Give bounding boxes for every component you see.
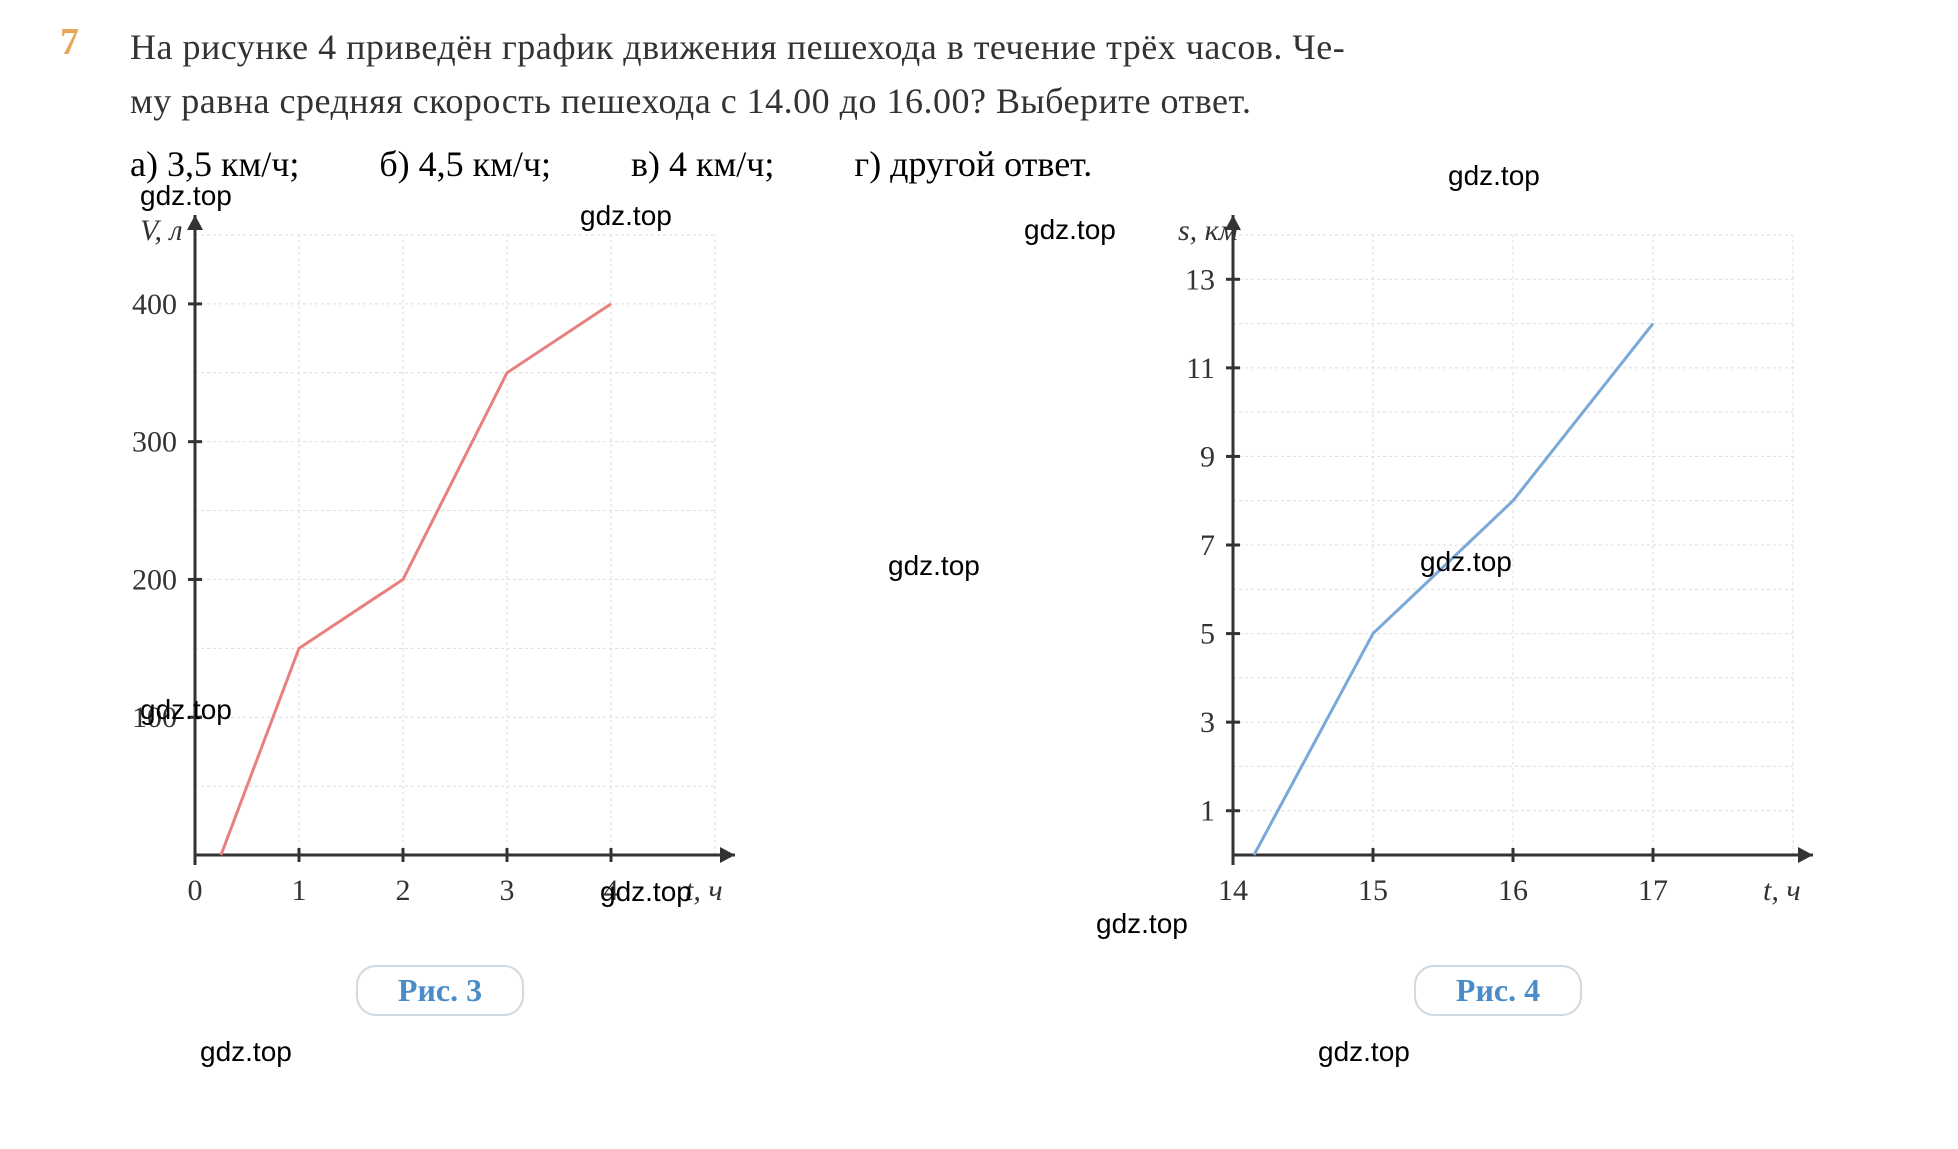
svg-text:3: 3 — [1200, 706, 1215, 739]
svg-text:0: 0 — [188, 874, 203, 907]
svg-text:11: 11 — [1186, 352, 1215, 385]
svg-text:13: 13 — [1185, 263, 1215, 296]
svg-text:14: 14 — [1218, 874, 1248, 907]
svg-text:9: 9 — [1200, 440, 1215, 473]
svg-text:16: 16 — [1498, 874, 1528, 907]
svg-text:100: 100 — [132, 701, 177, 734]
problem-text: На рисунке 4 приведён график движения пе… — [130, 20, 1345, 128]
svg-text:t, ч: t, ч — [1763, 874, 1801, 907]
problem-header: 7 На рисунке 4 приведён график движения … — [60, 20, 1898, 128]
svg-text:1: 1 — [292, 874, 307, 907]
watermark: gdz.top — [1318, 1036, 1410, 1068]
svg-text:1: 1 — [1200, 795, 1215, 828]
svg-text:2: 2 — [396, 874, 411, 907]
svg-text:V, л: V, л — [140, 215, 183, 247]
answer-b: б) 4,5 км/ч; — [379, 143, 551, 185]
chart-left-caption: Рис. 3 — [356, 965, 524, 1016]
svg-text:300: 300 — [132, 426, 177, 459]
answer-c: в) 4 км/ч; — [631, 143, 774, 185]
answer-options: а) 3,5 км/ч; б) 4,5 км/ч; в) 4 км/ч; г) … — [130, 143, 1898, 185]
problem-number: 7 — [60, 20, 100, 64]
svg-text:5: 5 — [1200, 618, 1215, 651]
svg-text:s, км: s, км — [1178, 215, 1238, 247]
svg-text:200: 200 — [132, 563, 177, 596]
chart-right-caption: Рис. 4 — [1414, 965, 1582, 1016]
svg-text:7: 7 — [1200, 529, 1215, 562]
charts-container: 01234100200300400V, лt, ч Рис. 3 1415161… — [60, 215, 1898, 1016]
svg-text:4: 4 — [604, 874, 619, 907]
svg-text:17: 17 — [1638, 874, 1668, 907]
chart-right: 14151617135791113s, кмt, ч — [1138, 215, 1858, 955]
answer-d: г) другой ответ. — [854, 143, 1092, 185]
problem-text-line1: На рисунке 4 приведён график движения пе… — [130, 27, 1345, 67]
answer-a: а) 3,5 км/ч; — [130, 143, 299, 185]
chart-left-wrapper: 0 1 2 3 4 100 200 300 400 V, л t, ч Рис. 3 — [100, 215, 780, 1016]
svg-text:t, ч: t, ч — [685, 874, 723, 907]
svg-text:3: 3 — [500, 874, 515, 907]
svg-text:400: 400 — [132, 288, 177, 321]
chart-right-wrapper: 14151617135791113s, кмt, ч Рис. 4 — [1138, 215, 1858, 1016]
chart-left: 0 1 2 3 4 100 200 300 400 V, л t, ч — [100, 215, 780, 955]
problem-text-line2: му равна средняя скорость пешехода с 14.… — [130, 81, 1252, 121]
watermark: gdz.top — [200, 1036, 292, 1068]
svg-text:15: 15 — [1358, 874, 1388, 907]
